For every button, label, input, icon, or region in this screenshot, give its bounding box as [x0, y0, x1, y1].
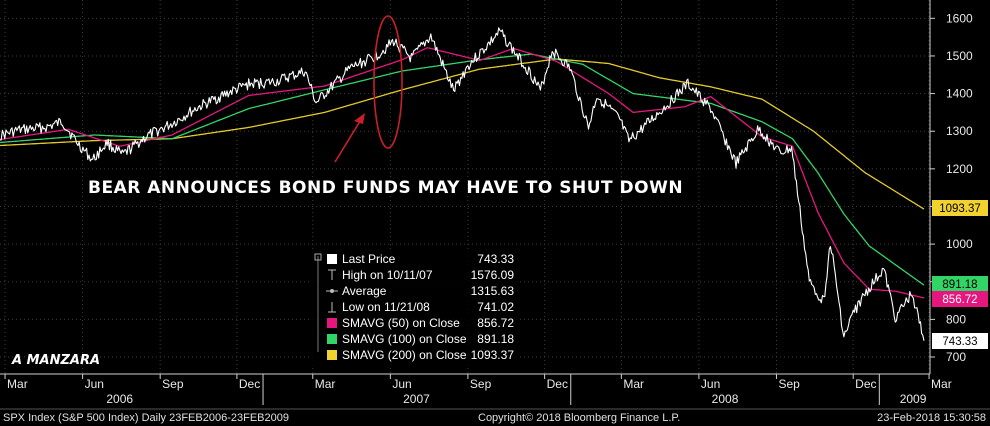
- x-tick-label: Mar: [623, 377, 644, 391]
- tag-background: [932, 291, 988, 307]
- last-value-tags: 1093.37 891.18 856.72 743.33: [932, 200, 988, 349]
- legend-label: SMAVG (100) on Close: [342, 332, 467, 346]
- legend-row: Low on 11/21/08 741.02: [328, 300, 514, 314]
- last-value-tag: 1093.37: [932, 200, 988, 216]
- annotation-arrowhead: [354, 113, 365, 124]
- legend-box: Last Price 743.33 High on 10/11/07 1576.09 A…: [310, 250, 518, 366]
- series-line-last-price: [0, 27, 925, 341]
- footer-center: Copyright© 2018 Bloomberg Finance L.P.: [478, 412, 680, 424]
- year-label: 2006: [106, 392, 133, 406]
- x-tick-label: Sep: [470, 377, 492, 391]
- plot-series: [0, 27, 925, 341]
- legend-row: High on 10/11/07 1576.09: [328, 268, 514, 282]
- legend-background: [310, 250, 518, 366]
- x-tick-label: Sep: [778, 377, 800, 391]
- tag-label: 743.33: [942, 336, 977, 348]
- legend-row: Average 1315.63: [326, 284, 514, 298]
- last-value-tag: 856.72: [932, 291, 988, 307]
- y-tick-label: 1500: [946, 49, 973, 63]
- y-tick-label: 1300: [946, 124, 973, 138]
- footer-left: SPX Index (S&P 500 Index) Daily 23FEB200…: [3, 412, 289, 424]
- legend-label: SMAVG (200) on Close: [342, 348, 467, 362]
- footer-right: 23-Feb-2018 15:30:58: [877, 412, 986, 424]
- x-axis: Mar Jun Sep Dec Mar Jun Sep Dec Mar Jun Sep Dec Mar 2…: [4, 374, 952, 406]
- y-tick-label: 800: [946, 312, 966, 326]
- x-tick-label: Mar: [315, 377, 336, 391]
- highlight-ellipse: [373, 15, 403, 149]
- y-tick-label: 700: [946, 350, 966, 364]
- legend-collapse-icon: [314, 253, 322, 261]
- year-label: 2009: [900, 392, 927, 406]
- legend-value: 741.02: [477, 300, 514, 314]
- x-tick-label: Jun: [392, 377, 411, 391]
- legend-value: 1576.09: [471, 268, 515, 282]
- tag-background: [932, 276, 988, 292]
- tag-background: [932, 200, 988, 216]
- tag-label: 1093.37: [939, 203, 981, 215]
- tag-label: 891.18: [942, 279, 977, 291]
- legend-label: Last Price: [342, 252, 396, 266]
- series-line-smavg-50-on-close: [0, 47, 925, 299]
- x-tick-label: Dec: [547, 377, 568, 391]
- legend-swatch: [327, 350, 337, 360]
- legend-value: 891.18: [477, 332, 514, 346]
- x-tick-label: Dec: [855, 377, 876, 391]
- x-tick-label: Jun: [85, 377, 104, 391]
- legend-row: SMAVG (50) on Close 856.72: [327, 316, 514, 330]
- tag-label: 856.72: [942, 294, 977, 306]
- year-label: 2007: [403, 392, 430, 406]
- series-line-smavg-100-on-close: [0, 53, 925, 286]
- tag-background: [932, 333, 988, 349]
- legend-label: High on 10/11/07: [342, 268, 433, 282]
- x-tick-label: Mar: [7, 377, 28, 391]
- legend-value: 1315.63: [471, 284, 515, 298]
- legend-swatch: [327, 334, 337, 344]
- y-tick-label: 1400: [946, 87, 973, 101]
- legend-row: SMAVG (100) on Close 891.18: [327, 332, 514, 346]
- legend-value: 1093.37: [471, 348, 515, 362]
- legend-label: SMAVG (50) on Close: [342, 316, 460, 330]
- average-marker-dot: [330, 289, 334, 293]
- legend-row: Last Price 743.33: [327, 252, 514, 266]
- last-value-tag: 743.33: [932, 333, 988, 349]
- legend-row: SMAVG (200) on Close 1093.37: [327, 348, 514, 362]
- last-value-tag: 891.18: [932, 276, 988, 292]
- author-label: A MANZARA: [11, 353, 100, 368]
- legend-label: Average: [342, 284, 387, 298]
- annotation-arrow: [334, 117, 363, 163]
- x-tick-label: Jun: [701, 377, 720, 391]
- year-label: 2008: [712, 392, 739, 406]
- headline-annotation: BEAR ANNOUNCES BOND FUNDS MAY HAVE TO SH…: [88, 178, 683, 198]
- y-tick-label: 1000: [946, 237, 973, 251]
- legend-swatch: [327, 318, 337, 328]
- y-tick-label: 1600: [946, 11, 973, 25]
- legend-value: 743.33: [477, 252, 514, 266]
- legend-value: 856.72: [477, 316, 514, 330]
- x-tick-label: Mar: [931, 377, 952, 391]
- legend-swatch: [327, 254, 337, 264]
- x-tick-label: Sep: [162, 377, 184, 391]
- x-tick-label: Dec: [239, 377, 260, 391]
- legend-label: Low on 11/21/08: [342, 300, 430, 314]
- y-tick-label: 1200: [946, 162, 973, 176]
